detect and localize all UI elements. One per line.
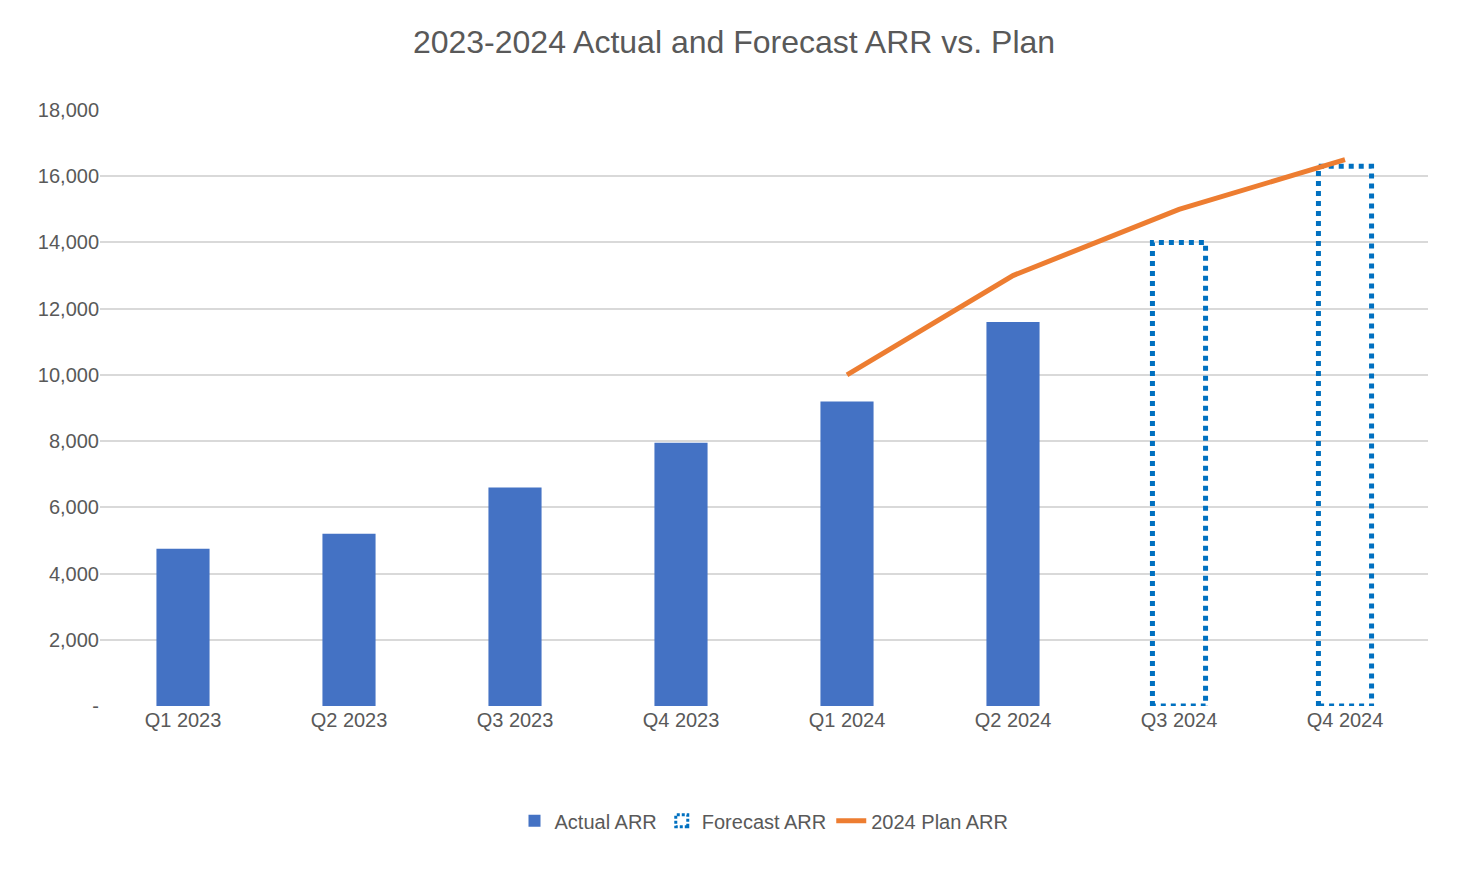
svg-text:14,000: 14,000 bbox=[38, 231, 99, 253]
svg-text:12,000: 12,000 bbox=[38, 298, 99, 320]
svg-text:-: - bbox=[92, 695, 99, 717]
svg-text:6,000: 6,000 bbox=[49, 496, 99, 518]
svg-text:2023-2024 Actual and Forecast: 2023-2024 Actual and Forecast ARR vs. Pl… bbox=[413, 24, 1055, 60]
svg-text:8,000: 8,000 bbox=[49, 430, 99, 452]
svg-text:16,000: 16,000 bbox=[38, 165, 99, 187]
svg-text:Q3 2023: Q3 2023 bbox=[477, 709, 554, 731]
svg-text:Q2 2023: Q2 2023 bbox=[311, 709, 388, 731]
svg-text:18,000: 18,000 bbox=[38, 99, 99, 121]
svg-text:Forecast ARR: Forecast ARR bbox=[702, 811, 826, 833]
svg-text:10,000: 10,000 bbox=[38, 364, 99, 386]
svg-text:Q1 2023: Q1 2023 bbox=[145, 709, 222, 731]
svg-text:2024 Plan ARR: 2024 Plan ARR bbox=[871, 811, 1008, 833]
svg-text:4,000: 4,000 bbox=[49, 563, 99, 585]
svg-text:Q4 2023: Q4 2023 bbox=[643, 709, 720, 731]
svg-text:Q3 2024: Q3 2024 bbox=[1141, 709, 1218, 731]
svg-text:Actual ARR: Actual ARR bbox=[555, 811, 657, 833]
svg-text:Q4 2024: Q4 2024 bbox=[1307, 709, 1384, 731]
svg-text:2,000: 2,000 bbox=[49, 629, 99, 651]
svg-text:Q2 2024: Q2 2024 bbox=[975, 709, 1052, 731]
svg-text:Q1 2024: Q1 2024 bbox=[809, 709, 886, 731]
